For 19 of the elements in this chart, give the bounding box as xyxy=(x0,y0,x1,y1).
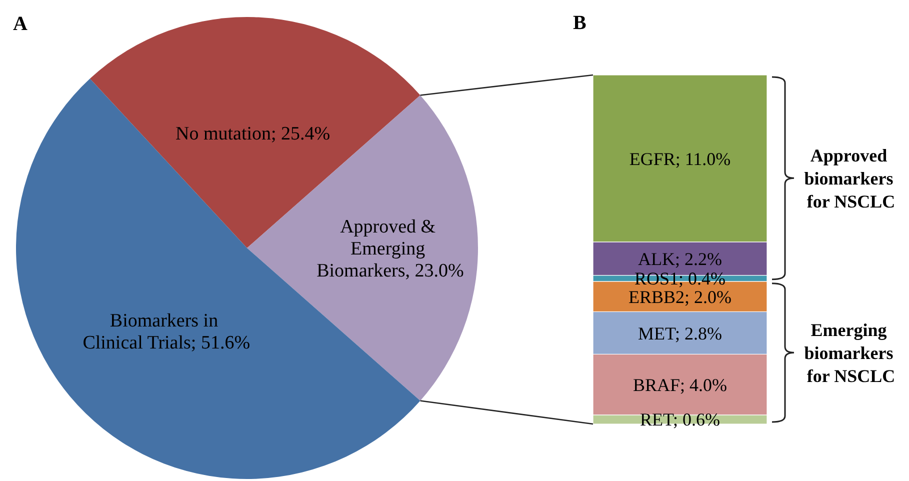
text: Emerging biomarkers for NSCLC xyxy=(804,320,898,386)
slice-label: Approved & Emerging Biomarkers, 23.0% xyxy=(316,216,464,282)
data-label: 2.2% xyxy=(684,248,722,269)
data-label: 2.0% xyxy=(694,286,732,307)
chart-title: B xyxy=(573,12,586,34)
series-label: MET; xyxy=(638,323,680,344)
series-label: RET; xyxy=(640,410,678,430)
series-label: ERBB2; xyxy=(628,286,690,307)
series-label: BRAF; xyxy=(632,374,686,395)
slice-label: Biomarkers in Clinical Trials; 51.6% xyxy=(82,310,250,354)
data-label: 0.6% xyxy=(682,410,720,430)
data-label: 2.8% xyxy=(684,323,722,344)
data-label: 11.0% xyxy=(684,148,731,169)
data-label: 4.0% xyxy=(690,374,728,395)
slice-label: No mutation; 25.4% xyxy=(175,123,330,144)
text: Approved biomarkers for NSCLC xyxy=(804,145,898,212)
chart-title: A xyxy=(13,13,28,35)
series-label: EGFR; xyxy=(629,148,680,169)
series-label: ALK; xyxy=(638,248,680,269)
